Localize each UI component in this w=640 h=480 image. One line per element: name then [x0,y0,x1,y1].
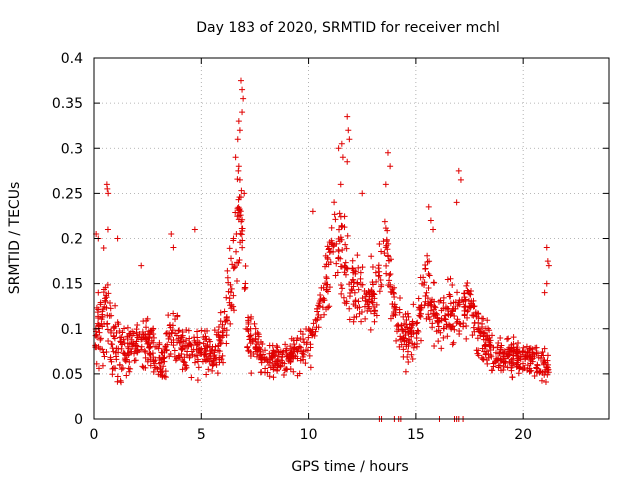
x-axis-label: GPS time / hours [291,459,408,475]
y-tick-label: 0.4 [61,51,83,67]
x-tick-label: 10 [300,427,318,443]
y-tick-label: 0 [74,412,83,428]
y-tick-label: 0.2 [61,232,83,248]
y-tick-label: 0.25 [52,186,83,202]
srmtid-scatter-chart: 0 5 10 15 20 0 0.05 0.1 0.15 0.2 0.25 0.3 0.35 0.4 D… [0,0,640,480]
y-tick-label: 0.3 [61,141,83,157]
y-tick-label: 0.15 [52,277,83,293]
x-tick-label: 0 [90,427,99,443]
chart-background [0,0,640,480]
x-tick-label: 5 [197,427,206,443]
y-tick-label: 0.1 [61,322,83,338]
x-tick-label: 15 [407,427,425,443]
x-tick-label: 20 [514,427,532,443]
chart-title: Day 183 of 2020, SRMTID for receiver mch… [196,20,500,36]
y-tick-label: 0.05 [52,367,83,383]
y-tick-label: 0.35 [52,96,83,112]
y-axis-label: SRMTID / TECUs [7,182,23,295]
